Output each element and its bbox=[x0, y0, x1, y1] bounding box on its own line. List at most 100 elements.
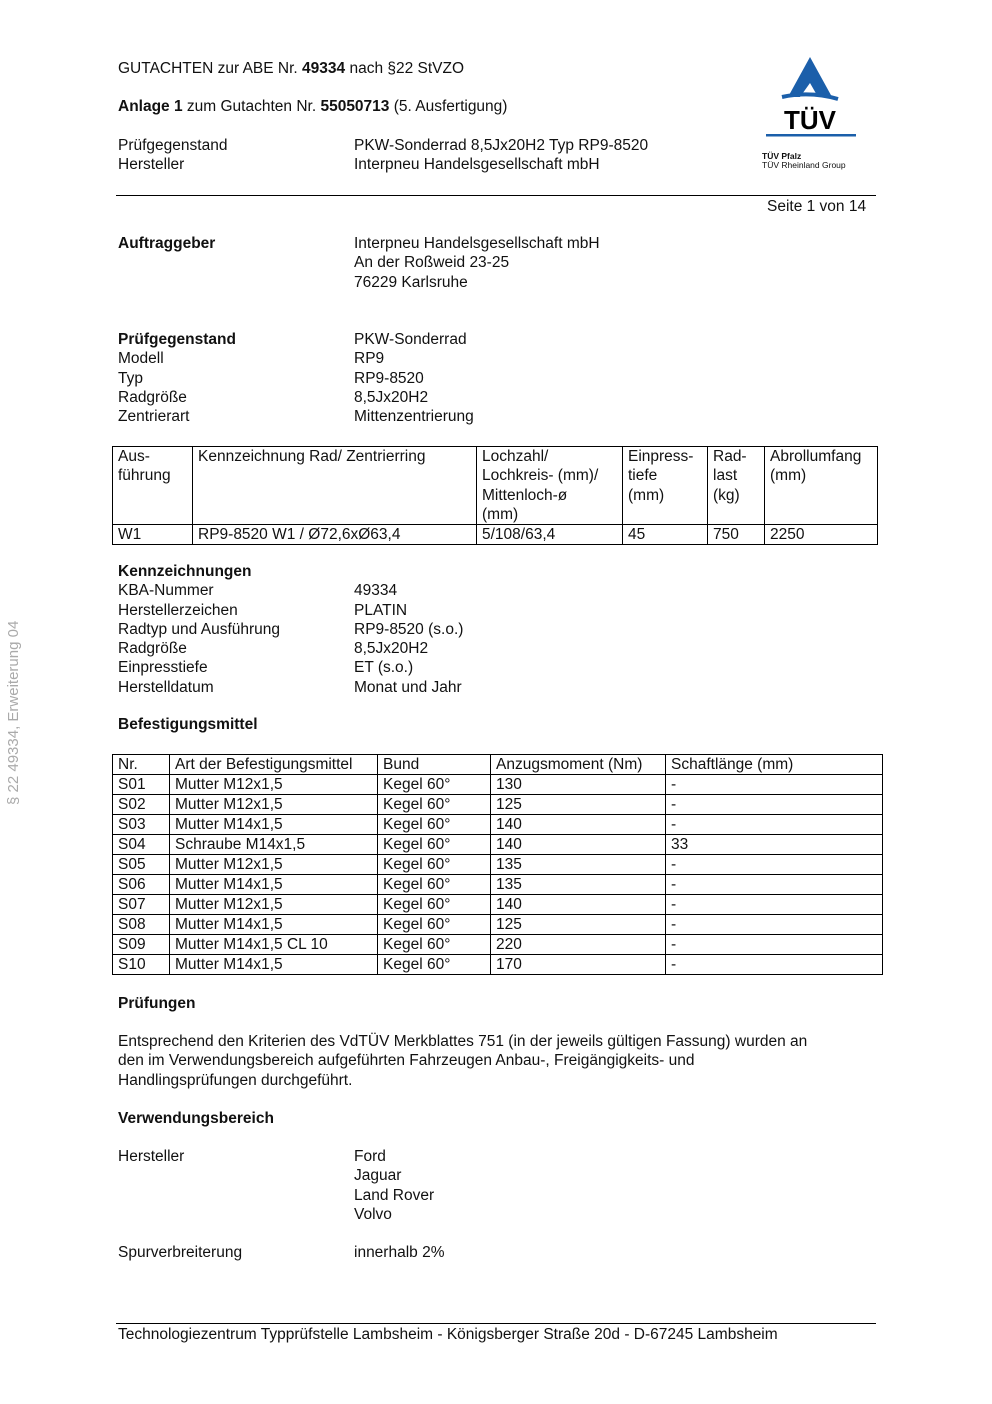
table-row: W1 RP9-8520 W1 / Ø72,6xØ63,4 5/108/63,4 45 7… bbox=[112, 524, 878, 546]
cell: Kegel 60° bbox=[377, 854, 491, 875]
cell: - bbox=[665, 874, 883, 895]
cell: S10 bbox=[112, 954, 170, 975]
cell: 33 bbox=[665, 834, 883, 855]
header-cell: Rad- last (kg) bbox=[707, 445, 765, 526]
marking-row: KBA-Nummer 49334 bbox=[118, 581, 718, 600]
table-row: S06 Mutter M14x1,5 Kegel 60° 135- bbox=[112, 874, 883, 895]
header-cell: Schaftlänge (mm) bbox=[665, 754, 883, 775]
cell: S03 bbox=[112, 814, 170, 835]
cell: S06 bbox=[112, 874, 170, 895]
cell: Kegel 60° bbox=[377, 874, 491, 895]
cell: Kegel 60° bbox=[377, 814, 491, 835]
cell: S08 bbox=[112, 914, 170, 935]
cell: Mutter M14x1,5 bbox=[169, 874, 378, 895]
cell: Mutter M12x1,5 bbox=[169, 794, 378, 815]
table-row: S10 Mutter M14x1,5 Kegel 60° 170- bbox=[112, 954, 883, 975]
manufacturer-label: Hersteller bbox=[118, 1148, 185, 1165]
cell: 135 bbox=[490, 874, 666, 895]
cell: Mutter M14x1,5 bbox=[169, 814, 378, 835]
marking-value: 8,5Jx20H2 bbox=[354, 640, 429, 658]
client-address: Interpneu Handelsgesellschaft mbH An der … bbox=[354, 235, 600, 291]
cell: Mutter M14x1,5 CL 10 bbox=[169, 934, 378, 955]
footer-divider bbox=[116, 1323, 876, 1324]
cell: 140 bbox=[490, 894, 666, 915]
cell: Kegel 60° bbox=[377, 914, 491, 935]
cell: S04 bbox=[112, 834, 170, 855]
header-fields: Prüfgegenstand PKW-Sonderrad 8,5Jx20H2 Ty… bbox=[118, 137, 649, 173]
cell: 220 bbox=[490, 934, 666, 955]
tuv-logo: TÜV TÜV Pfalz TÜV Rheinland Group bbox=[762, 55, 862, 170]
table-row: S02 Mutter M12x1,5 Kegel 60° 125- bbox=[112, 794, 883, 815]
marking-label: Einpresstiefe bbox=[118, 659, 208, 677]
cell: - bbox=[665, 774, 883, 795]
side-margin-text: § 22 49334, Erweiterung 04 bbox=[5, 620, 22, 805]
table-row: S08 Mutter M14x1,5 Kegel 60° 125- bbox=[112, 914, 883, 935]
markings-section: Kennzeichnungen KBA-Nummer 49334 Herstelle… bbox=[118, 562, 718, 697]
test-object-section: Prüfgegenstand PKW-Sonderrad Modell RP9 Ty… bbox=[118, 331, 474, 426]
cell: - bbox=[665, 794, 883, 815]
marking-row: Einpresstiefe ET (s.o.) bbox=[118, 658, 718, 677]
cell: S05 bbox=[112, 854, 170, 875]
cell: RP9-8520 W1 / Ø72,6xØ63,4 bbox=[192, 524, 477, 546]
usage-title: Verwendungsbereich bbox=[118, 1110, 274, 1127]
table-row: S01 Mutter M12x1,5 Kegel 60° 130- bbox=[112, 774, 883, 795]
tests-title: Prüfungen bbox=[118, 995, 196, 1012]
header-cell: Nr. bbox=[112, 754, 170, 775]
tuv-triangle-icon: TÜV bbox=[766, 57, 856, 137]
cell: 2250 bbox=[764, 524, 878, 546]
report-title: GUTACHTEN zur ABE Nr. 49334 nach §22 StV… bbox=[118, 60, 465, 77]
cell: S02 bbox=[112, 794, 170, 815]
cell: Kegel 60° bbox=[377, 934, 491, 955]
marking-label: Radgröße bbox=[118, 640, 187, 658]
header-cell: Anzugsmoment (Nm) bbox=[490, 754, 666, 775]
svg-text:TÜV: TÜV bbox=[784, 105, 837, 135]
cell: Kegel 60° bbox=[377, 834, 491, 855]
cell: Kegel 60° bbox=[377, 794, 491, 815]
header-cell: Aus- führung bbox=[112, 445, 193, 526]
marking-row: Radgröße 8,5Jx20H2 bbox=[118, 639, 718, 658]
cell: - bbox=[665, 954, 883, 975]
cell: 750 bbox=[707, 524, 765, 546]
cell: 135 bbox=[490, 854, 666, 875]
cell: 125 bbox=[490, 794, 666, 815]
cell: - bbox=[665, 894, 883, 915]
cell: 140 bbox=[490, 834, 666, 855]
fasteners-table: Nr. Art der Befestigungsmittel Bund Anzu… bbox=[112, 754, 883, 975]
marking-label: KBA-Nummer bbox=[118, 582, 214, 600]
table-row: S05 Mutter M12x1,5 Kegel 60° 135- bbox=[112, 854, 883, 875]
table-row: S04 Schraube M14x1,5 Kegel 60° 140 33 bbox=[112, 834, 883, 855]
cell: S01 bbox=[112, 774, 170, 795]
logo-caption: TÜV Pfalz TÜV Rheinland Group bbox=[762, 151, 846, 171]
track-widening-label: Spurverbreiterung bbox=[118, 1244, 243, 1261]
cell: Kegel 60° bbox=[377, 774, 491, 795]
cell: Mutter M14x1,5 bbox=[169, 954, 378, 975]
manufacturer-list: Ford Jaguar Land Rover Volvo bbox=[354, 1148, 435, 1223]
cell: Kegel 60° bbox=[377, 954, 491, 975]
cell: Mutter M12x1,5 bbox=[169, 894, 378, 915]
fasteners-title: Befestigungsmittel bbox=[118, 716, 258, 733]
cell: S09 bbox=[112, 934, 170, 955]
cell: Schraube M14x1,5 bbox=[169, 834, 378, 855]
marking-value: PLATIN bbox=[354, 601, 408, 619]
cell: - bbox=[665, 914, 883, 935]
marking-value: Monat und Jahr bbox=[354, 678, 462, 696]
cell: W1 bbox=[112, 524, 193, 546]
cell: Mutter M14x1,5 bbox=[169, 914, 378, 935]
cell: 140 bbox=[490, 814, 666, 835]
header-cell: Einpress- tiefe (mm) bbox=[622, 445, 708, 526]
marking-value: ET (s.o.) bbox=[354, 659, 414, 677]
marking-row: Radtyp und Ausführung RP9-8520 (s.o.) bbox=[118, 620, 718, 639]
header-cell: Bund bbox=[377, 754, 491, 775]
cell: S07 bbox=[112, 894, 170, 915]
marking-label: Herstellerzeichen bbox=[118, 601, 238, 619]
cell: Mutter M12x1,5 bbox=[169, 854, 378, 875]
marking-label: Radtyp und Ausführung bbox=[118, 620, 281, 638]
marking-row: Herstelldatum Monat und Jahr bbox=[118, 678, 718, 697]
marking-value: 49334 bbox=[354, 582, 398, 600]
cell: 170 bbox=[490, 954, 666, 975]
cell: - bbox=[665, 934, 883, 955]
marking-label: Herstelldatum bbox=[118, 678, 214, 696]
table-header-row: Aus- führung Kennzeichnung Rad/ Zentrier… bbox=[112, 445, 878, 526]
table-row: S03 Mutter M14x1,5 Kegel 60° 140- bbox=[112, 814, 883, 835]
